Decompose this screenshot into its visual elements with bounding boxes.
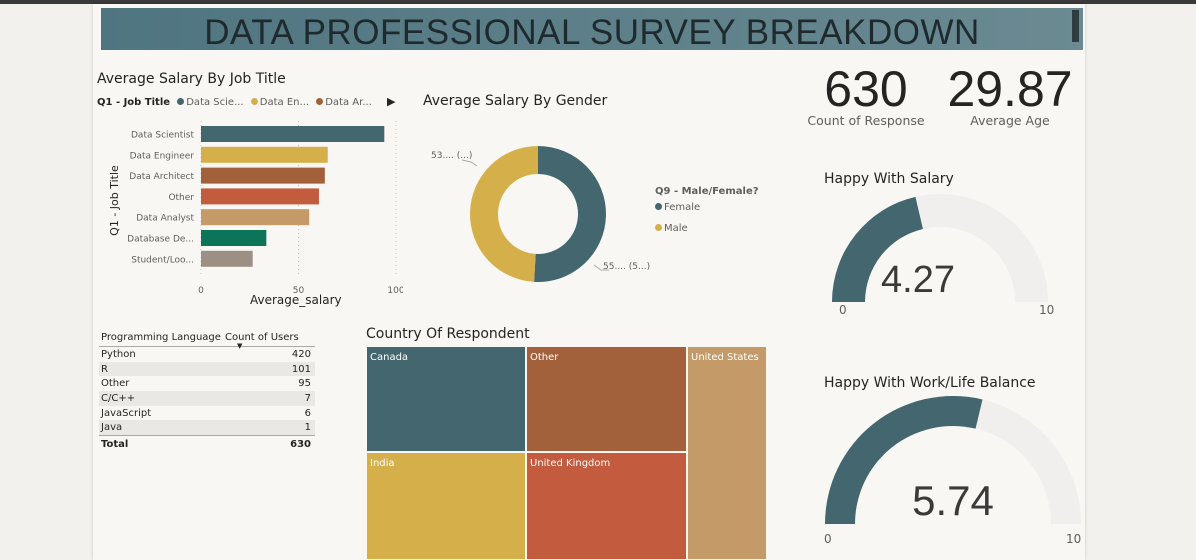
legend-dot-icon [250, 98, 258, 105]
cell-count: 6 [304, 407, 311, 419]
table-header: Programming Language Count of Users ▼ [99, 328, 315, 350]
page-title: DATA PROFESSIONAL SURVEY BREAKDOWN [204, 13, 980, 52]
table-row[interactable]: C/C++ 7 [99, 391, 315, 406]
treemap-cell-india[interactable]: India [366, 452, 526, 560]
cell-language: Java [101, 422, 123, 434]
leader-line-male [461, 159, 478, 167]
cell-count: 95 [298, 378, 311, 390]
sort-descending-icon[interactable]: ▼ [237, 342, 243, 350]
table-row[interactable]: Python 420 [99, 347, 315, 362]
bar-6[interactable] [201, 250, 253, 267]
bar-chart-legend: Q1 - Job Title Data Scie... Data En... D… [97, 97, 372, 108]
gauge-balance-value: 5.74 [912, 477, 994, 524]
bar-category-label: Database De... [127, 235, 194, 245]
legend-item[interactable]: Data Ar... [325, 97, 372, 108]
gauge-salary [832, 194, 1048, 302]
column-header-language[interactable]: Programming Language [101, 331, 221, 343]
bar-x-tick-label: 50 [293, 286, 305, 294]
treemap-cell-united-states[interactable]: United States [687, 346, 767, 560]
cell-total-label: Total [101, 438, 129, 450]
bar-chart-x-label: Average_salary [250, 293, 342, 307]
gender-chart-title: Average Salary By Gender [423, 93, 608, 109]
bar-category-label: Data Architect [129, 172, 194, 182]
bar-chart-title: Average Salary By Job Title [97, 71, 286, 87]
table-row[interactable]: R 101 [99, 361, 315, 377]
donut-slice-female[interactable] [534, 146, 607, 282]
bar-category-label: Data Engineer [130, 151, 195, 161]
kpi-count-value: 630 [824, 61, 908, 117]
bar-5[interactable] [201, 230, 267, 246]
gauge-salary-min: 0 [839, 303, 847, 317]
table-row[interactable]: Java 1 [99, 420, 315, 436]
gauge-fill [832, 196, 923, 302]
cell-total-value: 630 [290, 438, 311, 450]
gauge-balance-max: 10 [1066, 532, 1082, 546]
legend-dot-icon [177, 98, 185, 105]
top-edge [0, 0, 1196, 4]
cell-count: 7 [304, 392, 311, 404]
treemap-cell-other[interactable]: Other [526, 346, 687, 452]
bar-2[interactable] [201, 167, 325, 184]
bar-x-tick-label: 100 [387, 286, 403, 294]
bar-3[interactable] [201, 188, 319, 205]
bar-category-label: Data Analyst [136, 214, 194, 224]
country-treemap: Canada Other United States India United … [366, 346, 767, 560]
gauge-balance-title: Happy With Work/Life Balance [824, 375, 1036, 391]
bar-category-label: Other [168, 193, 194, 203]
legend-dot-icon [655, 203, 662, 210]
treemap-cell-canada[interactable]: Canada [366, 346, 526, 452]
treemap-title: Country Of Respondent [366, 326, 530, 342]
gender-legend-title: Q9 - Male/Female? [655, 186, 759, 197]
kpi-age-value: 29.87 [947, 61, 1073, 117]
legend-dot-icon [655, 224, 662, 231]
legend-item[interactable]: Data Scie... [186, 97, 244, 108]
gauge-work-life-balance [825, 396, 1081, 524]
gauge-salary-value: 4.27 [881, 259, 955, 301]
donut-label-female: 55.... (5...) [603, 262, 651, 272]
gender-legend-item[interactable]: Male [655, 223, 688, 234]
cell-language: Python [101, 348, 136, 360]
gauge-salary-max: 10 [1039, 303, 1055, 317]
legend-item-label: Female [664, 202, 701, 213]
donut-label-male: 53.... (...) [431, 151, 473, 161]
table-total-row: Total 630 [99, 435, 315, 452]
scroll-handle[interactable] [1072, 10, 1079, 42]
title-banner: DATA PROFESSIONAL SURVEY BREAKDOWN [101, 8, 1083, 52]
cell-count: 1 [304, 422, 311, 434]
bar-category-label: Data Scientist [131, 131, 194, 141]
kpi-age-label: Average Age [970, 113, 1050, 128]
column-header-count[interactable]: Count of Users [225, 331, 299, 343]
bar-1[interactable] [201, 146, 328, 163]
gender-donut-chart [461, 146, 609, 282]
gauge-balance-min: 0 [824, 532, 832, 546]
cell-language: JavaScript [101, 407, 152, 419]
table-row[interactable]: JavaScript 6 [99, 406, 315, 421]
bar-0[interactable] [201, 126, 385, 142]
cell-language: Other [101, 378, 130, 390]
cell-language: R [101, 363, 108, 375]
cell-count: 101 [291, 363, 311, 375]
gender-legend-item[interactable]: Female [655, 202, 700, 213]
legend-item[interactable]: Data En... [259, 97, 310, 108]
bar-4[interactable] [201, 209, 310, 226]
legend-item-label: Male [664, 223, 688, 234]
bar-category-label: Student/Loo... [131, 255, 194, 265]
treemap-cell-united-kingdom[interactable]: United Kingdom [526, 452, 687, 560]
bar-x-tick-label: 0 [198, 286, 204, 294]
cell-count: 420 [291, 348, 311, 360]
gauge-fill [825, 396, 983, 524]
kpi-count-label: Count of Response [807, 113, 925, 128]
report-canvas: DATA PROFESSIONAL SURVEY BREAKDOWN Avera… [93, 4, 1085, 560]
legend-next-arrow-icon[interactable]: ▶ [387, 95, 396, 108]
donut-slice-male[interactable] [470, 146, 538, 282]
legend-field-label: Q1 - Job Title [97, 97, 171, 108]
bar-chart: 0 50 100 Data Scientist Data Engineer Data Ar… [127, 121, 403, 294]
cell-language: C/C++ [101, 392, 136, 404]
gauge-salary-title: Happy With Salary [824, 171, 954, 187]
table-row[interactable]: Other 95 [99, 376, 315, 391]
leader-line-female [593, 264, 609, 271]
programming-language-table: Programming Language Count of Users ▼ Py… [99, 328, 315, 452]
legend-dot-icon [316, 98, 324, 105]
